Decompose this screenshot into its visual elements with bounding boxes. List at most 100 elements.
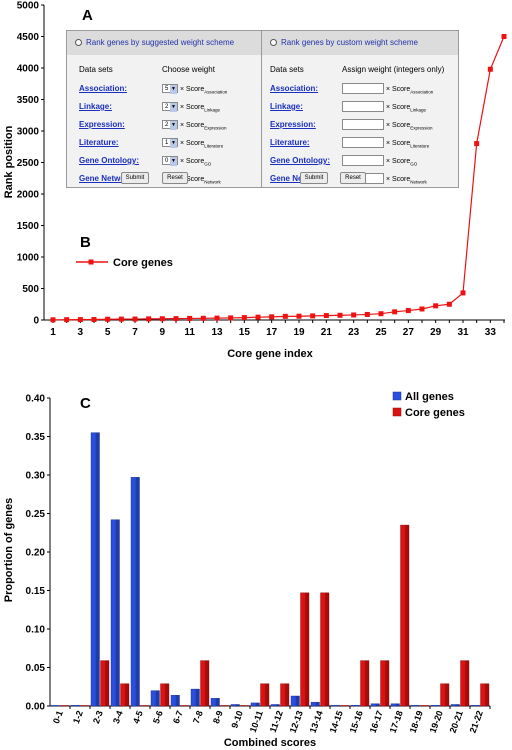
custom-row-weight-input[interactable]: × ScoreGO: [342, 155, 417, 167]
suggested-row-weight-select[interactable]: 1 ▼ × ScoreLiterature: [162, 137, 223, 149]
line-y-tick-label: 2000: [17, 190, 40, 201]
bar-all-genes: [110, 519, 120, 707]
suggested-row-dataset-link[interactable]: Expression:: [79, 120, 125, 129]
bar-x-tick-label: 8-9: [211, 709, 225, 725]
bar-chart-y-ticks: 0.00 0.05 0.10 0.15 0.20 0.25 0.30 0.35 0.40: [26, 394, 50, 713]
custom-reset-button[interactable]: Reset: [340, 172, 366, 184]
core-genes-point: [474, 141, 480, 147]
bar-core-genes: [100, 660, 110, 707]
line-y-tick-label: 1500: [17, 221, 40, 232]
bar-x-tick-label: 10-11: [248, 709, 265, 734]
custom-row-dataset-link[interactable]: Linkage:: [270, 102, 303, 111]
bar-x-tick-label: 7-8: [191, 709, 205, 725]
suggested-row-weight-select[interactable]: 2 ▼ × ScoreLinkage: [162, 101, 220, 113]
custom-row-dataset-link[interactable]: Association:: [270, 84, 319, 93]
suggested-row-dataset-link[interactable]: Association:: [79, 84, 128, 93]
bar-core-genes: [480, 683, 490, 707]
weight-input[interactable]: [342, 83, 384, 95]
line-y-tick-label: 5000: [17, 1, 40, 12]
bar-x-tick-label: 13-14: [308, 709, 325, 734]
score-term: × ScoreGO: [384, 158, 418, 167]
bar-x-tick-label: 15-16: [348, 709, 365, 734]
bar-shade: [275, 704, 280, 706]
line-chart-series: [50, 34, 507, 323]
core-genes-point: [255, 314, 261, 320]
suggested-row-dataset-link[interactable]: Gene Ontology:: [79, 156, 139, 165]
core-genes-point: [433, 303, 439, 309]
bar-shade: [165, 683, 169, 706]
suggested-weight-header[interactable]: Rank genes by suggested weight scheme: [67, 31, 261, 55]
bar-chart-legend: All genes Core genes: [392, 391, 465, 419]
chevron-down-icon[interactable]: ▼: [170, 85, 177, 95]
custom-submit-button[interactable]: Submit: [300, 172, 328, 184]
bar-all-genes: [190, 688, 200, 707]
bar-shade: [405, 525, 409, 706]
score-term: × ScoreExpression: [384, 122, 433, 131]
suggested-row-weight-select[interactable]: 2 ▼ × ScoreExpression: [162, 119, 227, 131]
bar-chart-x-ticks: 0-1 1-2 2-3 3-4 4-5 5-6 6-7 7-8 8-9 9-10 10-11 11-1…: [51, 706, 491, 734]
weight-input[interactable]: [342, 137, 384, 149]
chevron-down-icon[interactable]: ▼: [170, 139, 177, 149]
custom-row-weight-input[interactable]: × ScoreLinkage: [342, 101, 426, 113]
bar-all-genes: [230, 704, 240, 707]
radio-custom-icon[interactable]: [270, 39, 277, 47]
bar-all-genes: [470, 705, 480, 707]
chevron-down-icon[interactable]: ▼: [170, 103, 177, 113]
custom-row-dataset-link[interactable]: Gene Ontology:: [270, 156, 330, 165]
suggested-reset-button[interactable]: Reset: [162, 172, 188, 184]
core-genes-point: [50, 317, 56, 323]
bar-all-genes: [310, 701, 320, 707]
custom-row-dataset-link[interactable]: Gene Network:: [270, 174, 327, 183]
custom-row-weight-input[interactable]: × ScoreAssociation: [342, 83, 433, 95]
core-genes-point: [132, 316, 138, 322]
bar-x-tick-label: 12-13: [288, 709, 305, 734]
custom-row-weight-input[interactable]: × ScoreLiterature: [342, 137, 429, 149]
core-genes-point: [364, 311, 370, 317]
weight-select[interactable]: 2 ▼: [162, 120, 178, 131]
custom-row-dataset-link[interactable]: Expression:: [270, 120, 316, 129]
custom-weight-header[interactable]: Rank genes by custom weight scheme: [262, 31, 458, 55]
weight-select[interactable]: 1 ▼: [162, 138, 178, 149]
bar-all-genes: [70, 705, 80, 707]
suggested-submit-button[interactable]: Submit: [121, 172, 149, 184]
bar-core-genes: [180, 705, 190, 707]
line-x-tick-label: 25: [375, 327, 387, 338]
core-genes-point: [405, 308, 411, 314]
score-term: × ScoreExpression: [178, 122, 227, 131]
core-genes-line: [52, 36, 505, 321]
weight-input[interactable]: [342, 119, 384, 131]
weight-input[interactable]: [342, 101, 384, 113]
core-genes-point: [77, 317, 83, 323]
bar-core-genes: [320, 592, 330, 707]
suggested-row-dataset-link[interactable]: Linkage:: [79, 102, 112, 111]
chevron-down-icon[interactable]: ▼: [170, 121, 177, 131]
suggested-row-weight-select[interactable]: 0 ▼ × ScoreGO: [162, 155, 211, 167]
suggested-row-weight-select[interactable]: 5 ▼ × ScoreAssociation: [162, 83, 227, 95]
bar-core-genes: [360, 660, 370, 707]
bar-x-tick-label: 19-20: [428, 709, 445, 734]
custom-row-dataset-link[interactable]: Literature:: [270, 138, 310, 147]
weight-input[interactable]: [342, 155, 384, 167]
radio-suggested-icon[interactable]: [75, 39, 82, 47]
bar-x-tick-label: 21-22: [468, 709, 485, 734]
suggested-row-dataset-link[interactable]: Literature:: [79, 138, 119, 147]
core-genes-point: [159, 316, 165, 322]
bar-shade: [455, 704, 460, 706]
weight-select[interactable]: 0▼: [162, 156, 178, 167]
weight-scheme-panel: Rank genes by suggested weight scheme Da…: [66, 30, 459, 188]
suggested-row-dataset-link[interactable]: Gene Network:: [79, 174, 136, 183]
weight-select[interactable]: 5 ▼: [162, 84, 178, 95]
bar-x-tick-label: 0-1: [51, 709, 65, 725]
line-x-tick-label: 19: [293, 327, 305, 338]
bar-y-tick-label: 0.20: [26, 548, 46, 559]
bar-all-genes: [210, 698, 220, 707]
custom-row-weight-input[interactable]: × ScoreExpression: [342, 119, 433, 131]
weight-select[interactable]: 2 ▼: [162, 102, 178, 113]
line-x-tick-label: 3: [78, 327, 84, 338]
chevron-down-icon[interactable]: ▼: [170, 157, 177, 167]
core-genes-point: [392, 309, 398, 315]
bar-core-genes: [200, 660, 210, 707]
bar-y-tick-label: 0.40: [26, 394, 46, 405]
bar-all-genes: [170, 695, 180, 707]
bar-x-tick-label: 1-2: [71, 709, 85, 725]
